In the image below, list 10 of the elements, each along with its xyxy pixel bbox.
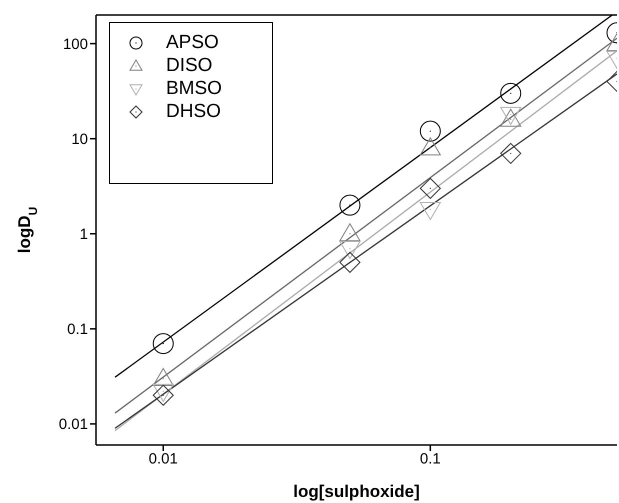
x-axis-title: log[sulphoxide] xyxy=(293,482,420,501)
y-tick-label: 1 xyxy=(80,226,88,244)
legend-label: BMSO xyxy=(166,78,222,100)
y-tick-label: 0.1 xyxy=(67,321,88,338)
legend-label: DISO xyxy=(166,54,212,76)
y-tick-label: 100 xyxy=(62,36,88,53)
y-tick-label: 10 xyxy=(71,131,88,148)
legend-label: DHSO xyxy=(166,100,221,122)
legend-label: APSO xyxy=(166,32,219,54)
y-tick-label: 0.01 xyxy=(58,416,88,434)
